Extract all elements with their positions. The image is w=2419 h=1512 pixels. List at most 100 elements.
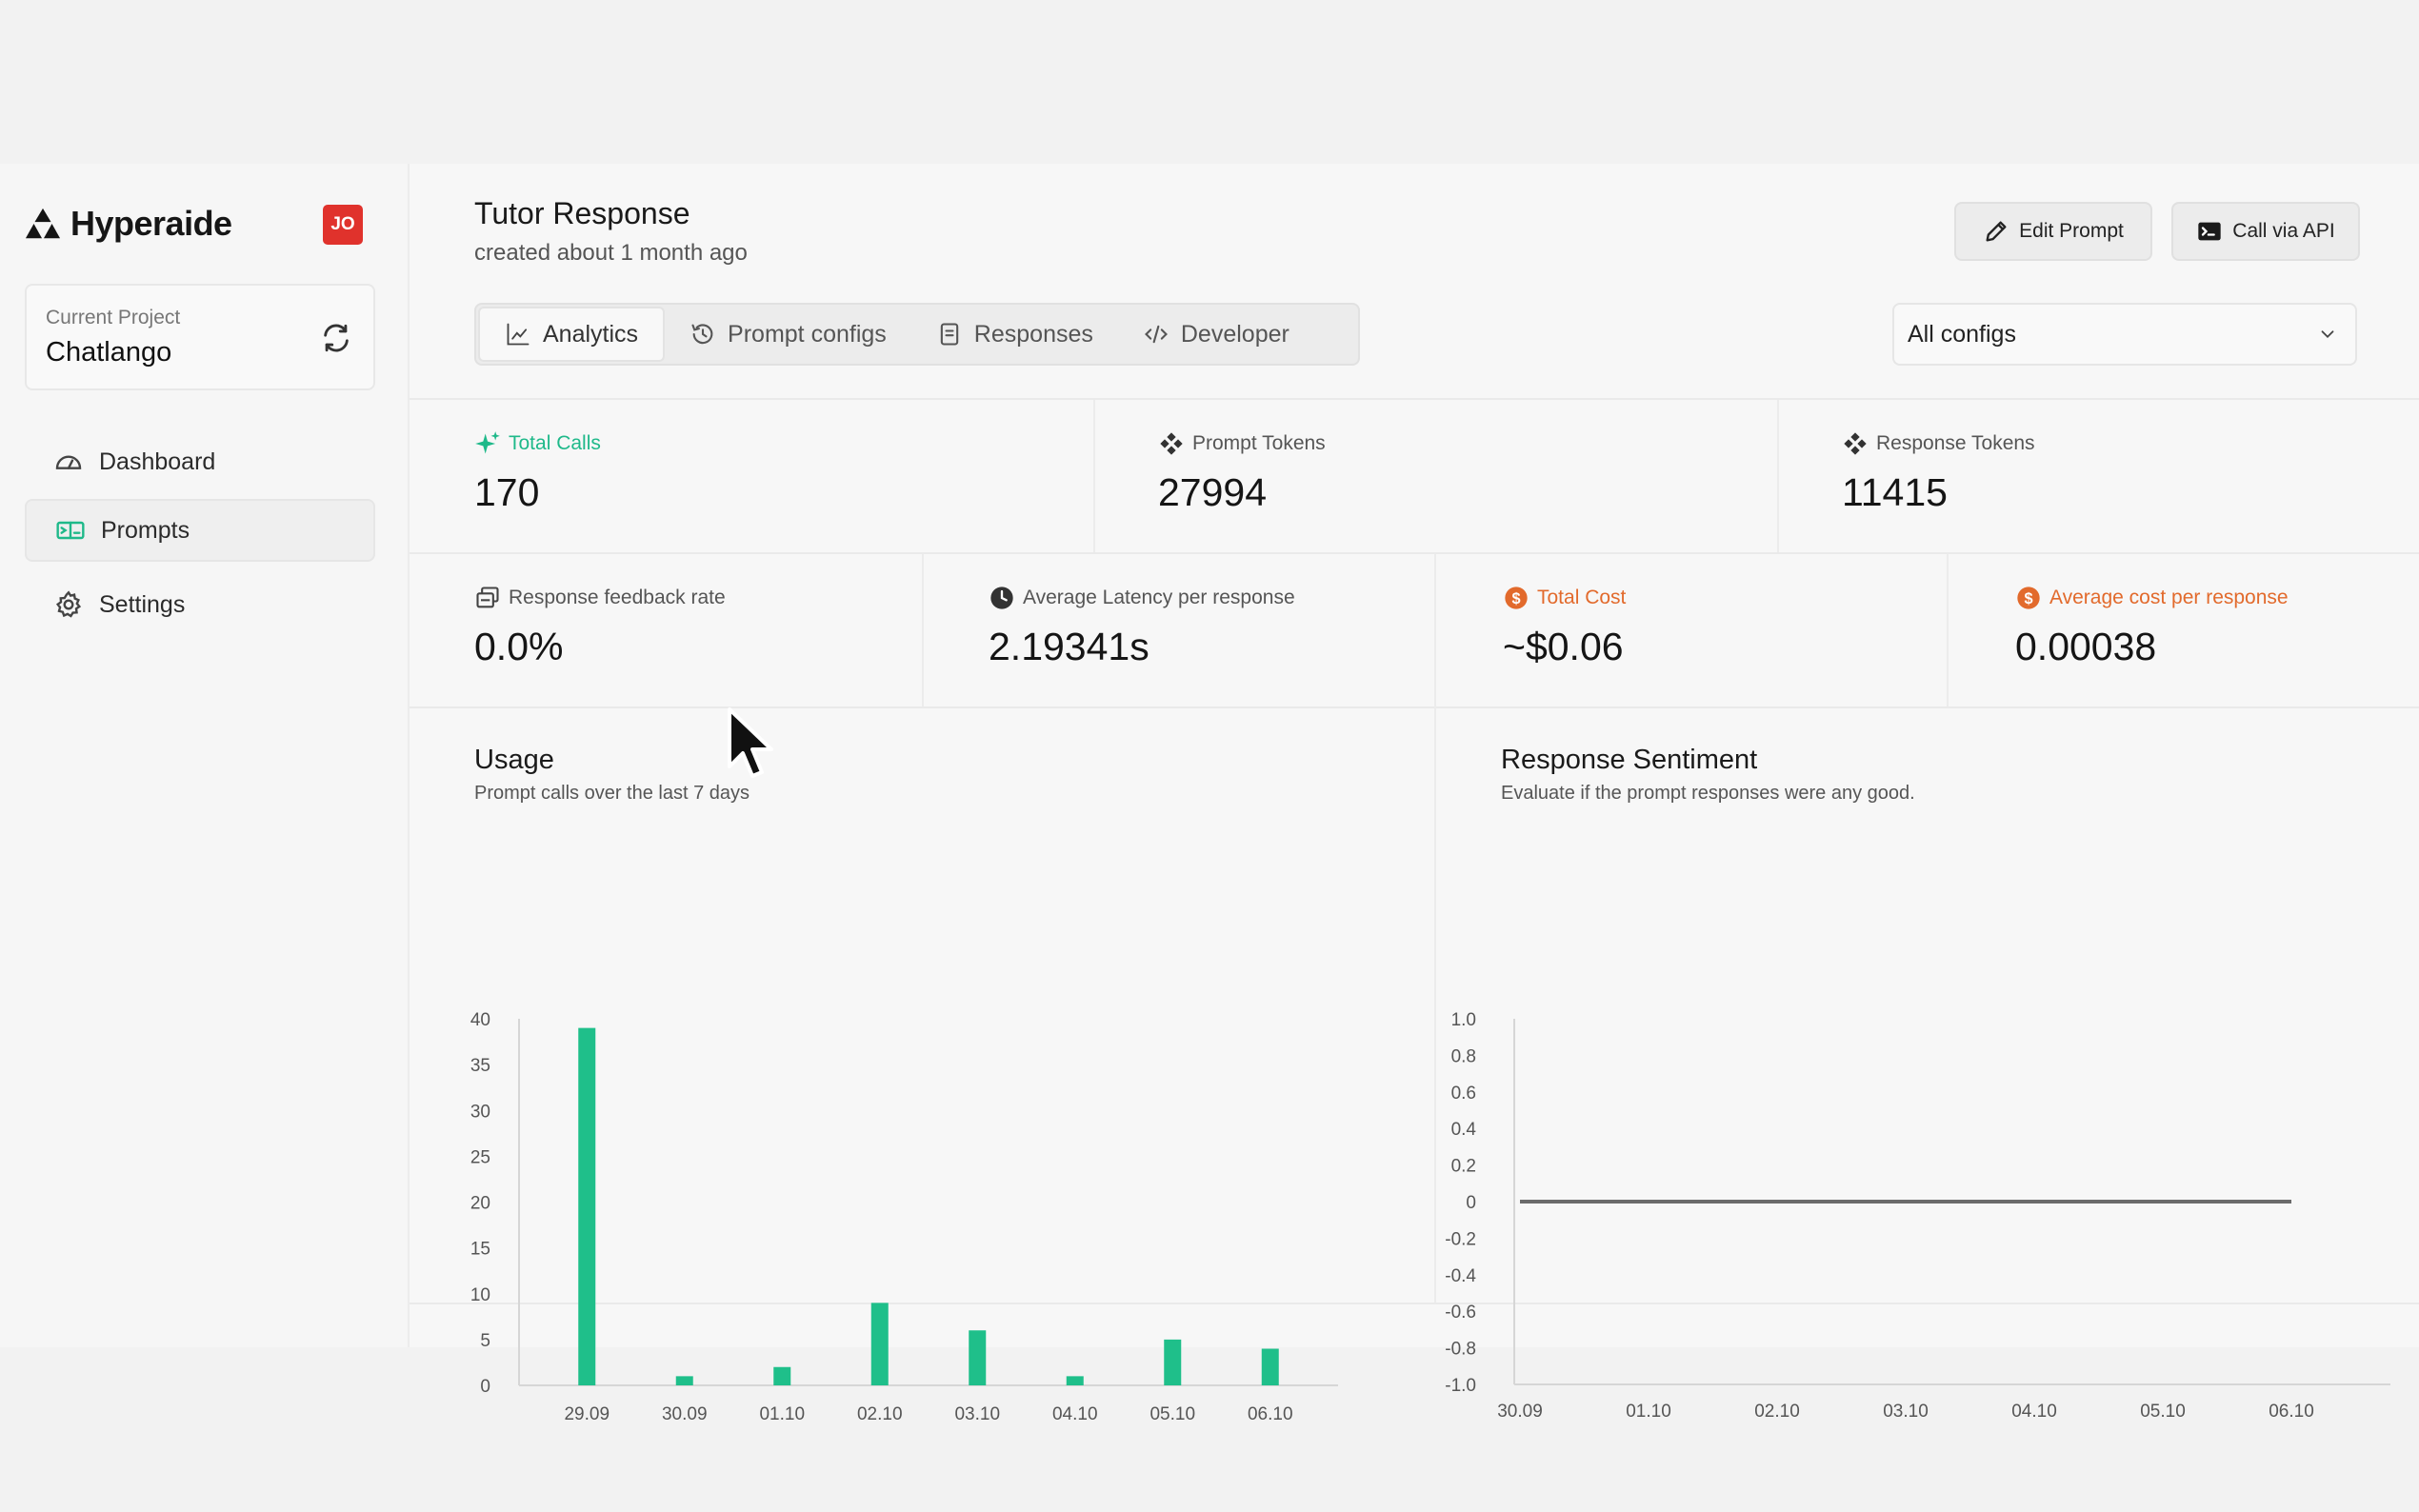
usage-bar bbox=[969, 1330, 987, 1385]
sentiment-chart-subtitle: Evaluate if the prompt responses were an… bbox=[1501, 783, 1915, 804]
divider bbox=[410, 1303, 2419, 1304]
divider bbox=[1093, 400, 1095, 552]
prompts-icon bbox=[56, 521, 85, 540]
gear-icon bbox=[55, 590, 82, 618]
usage-bar bbox=[675, 1376, 693, 1385]
stat-label: Response Tokens bbox=[1876, 432, 2035, 454]
x-tick-label: 05.10 bbox=[2140, 1402, 2186, 1422]
y-tick-label: 0 bbox=[1466, 1193, 1476, 1213]
edit-prompt-button[interactable]: Edit Prompt bbox=[1954, 202, 2152, 261]
stat-value: 27994 bbox=[1158, 470, 1268, 514]
stat-average-cost: $ Average cost per response 0.00038 bbox=[2015, 585, 2289, 669]
stat-average-latency: Average Latency per response 2.19341s bbox=[989, 585, 1295, 669]
chart-icon bbox=[507, 323, 530, 346]
divider bbox=[1777, 400, 1779, 552]
sidebar-item-settings[interactable]: Settings bbox=[25, 573, 375, 636]
tab-analytics[interactable]: Analytics bbox=[478, 307, 666, 362]
x-tick-label: 06.10 bbox=[1248, 1404, 1293, 1424]
sidebar-item-dashboard[interactable]: Dashboard bbox=[25, 430, 375, 493]
edit-prompt-label: Edit Prompt bbox=[2019, 220, 2124, 242]
x-tick-label: 29.09 bbox=[564, 1404, 610, 1424]
terminal-icon bbox=[2198, 222, 2221, 241]
brand-name: Hyperaide bbox=[70, 204, 232, 243]
tab-bar: Analytics Prompt configs Responses Devel… bbox=[474, 303, 1360, 366]
code-icon bbox=[1144, 325, 1168, 344]
dashboard-icon bbox=[55, 455, 82, 469]
stat-label: Average cost per response bbox=[2049, 587, 2289, 608]
x-tick-label: 30.09 bbox=[1497, 1402, 1543, 1422]
y-tick-label: 0.4 bbox=[1451, 1120, 1477, 1140]
stat-value: 170 bbox=[474, 470, 540, 514]
dollar-coin-icon: $ bbox=[1505, 587, 1528, 609]
x-tick-label: 01.10 bbox=[759, 1404, 805, 1424]
stat-prompt-tokens: Prompt Tokens 27994 bbox=[1158, 430, 1326, 515]
y-tick-label: 10 bbox=[470, 1285, 490, 1305]
stat-value: 2.19341s bbox=[989, 625, 1150, 668]
divider bbox=[1434, 554, 1436, 1303]
x-tick-label: 04.10 bbox=[1052, 1404, 1098, 1424]
usage-bar bbox=[870, 1303, 889, 1385]
stat-response-tokens: Response Tokens 11415 bbox=[1842, 430, 2035, 515]
config-select[interactable]: All configs bbox=[1892, 303, 2357, 366]
divider bbox=[410, 398, 2419, 400]
tokens-icon bbox=[1844, 432, 1867, 455]
dollar-coin-icon: $ bbox=[2017, 587, 2040, 609]
usage-bar bbox=[1066, 1376, 1084, 1385]
stat-label: Prompt Tokens bbox=[1192, 432, 1326, 454]
divider bbox=[410, 706, 2419, 708]
tab-label: Prompt configs bbox=[728, 320, 887, 348]
sidebar-item-label: Settings bbox=[99, 590, 186, 618]
main-content: Tutor Response created about 1 month ago… bbox=[410, 164, 2419, 1424]
stat-feedback-rate: Response feedback rate 0.0% bbox=[474, 585, 726, 669]
stat-label: Total Cost bbox=[1537, 587, 1627, 608]
x-tick-label: 03.10 bbox=[1883, 1402, 1929, 1422]
usage-chart-title: Usage bbox=[474, 745, 554, 775]
sentiment-chart-title: Response Sentiment bbox=[1501, 745, 1758, 775]
sidebar-item-prompts[interactable]: Prompts bbox=[25, 499, 375, 562]
x-tick-label: 30.09 bbox=[662, 1404, 708, 1424]
y-tick-label: 30 bbox=[470, 1102, 490, 1122]
usage-chart-subtitle: Prompt calls over the last 7 days bbox=[474, 783, 750, 804]
edit-icon bbox=[1986, 221, 2007, 242]
tab-developer[interactable]: Developer bbox=[1118, 307, 1314, 362]
y-tick-label: 20 bbox=[470, 1194, 490, 1214]
page-subtitle: created about 1 month ago bbox=[474, 240, 748, 266]
y-tick-label: -0.8 bbox=[1445, 1340, 1476, 1360]
refresh-icon[interactable] bbox=[320, 322, 352, 354]
stat-label: Average Latency per response bbox=[1023, 587, 1295, 608]
x-tick-label: 04.10 bbox=[2011, 1402, 2057, 1422]
stat-label: Total Calls bbox=[509, 432, 601, 454]
feedback-icon bbox=[476, 587, 499, 608]
tab-prompt-configs[interactable]: Prompt configs bbox=[665, 307, 911, 362]
svg-text:$: $ bbox=[2024, 590, 2032, 607]
document-icon bbox=[940, 323, 959, 346]
avatar[interactable]: JO bbox=[323, 205, 363, 245]
call-via-api-button[interactable]: Call via API bbox=[2171, 202, 2360, 261]
brand[interactable]: Hyperaide bbox=[25, 204, 232, 244]
hyperaide-logo-icon bbox=[25, 208, 61, 239]
usage-bar-chart: 0 5 10 15 20 25 30 35 40 29.09 30.09 01.10 02.10 03.1… bbox=[470, 1010, 1338, 1424]
divider bbox=[410, 552, 2419, 554]
stat-label: Response feedback rate bbox=[509, 587, 726, 608]
mouse-cursor-icon bbox=[728, 707, 773, 778]
y-tick-label: 15 bbox=[470, 1240, 490, 1260]
x-tick-label: 06.10 bbox=[2269, 1402, 2314, 1422]
x-tick-label: 02.10 bbox=[857, 1404, 903, 1424]
clock-icon bbox=[990, 587, 1013, 609]
x-tick-label: 02.10 bbox=[1754, 1402, 1800, 1422]
sidebar-item-label: Dashboard bbox=[99, 448, 216, 475]
stat-value: 0.0% bbox=[474, 625, 564, 668]
history-icon bbox=[691, 324, 713, 345]
tab-responses[interactable]: Responses bbox=[911, 307, 1118, 362]
tab-label: Analytics bbox=[543, 320, 639, 348]
x-tick-label: 03.10 bbox=[954, 1404, 1000, 1424]
usage-bar bbox=[773, 1366, 791, 1385]
sidebar: Hyperaide JO Current Project Chatlango D… bbox=[0, 164, 410, 1347]
stat-value: 11415 bbox=[1842, 470, 1948, 514]
current-project-card[interactable]: Current Project Chatlango bbox=[25, 284, 375, 390]
y-tick-label: -0.6 bbox=[1445, 1303, 1476, 1323]
y-tick-label: 25 bbox=[470, 1147, 490, 1167]
sparkle-icon bbox=[475, 431, 500, 454]
stat-value: ~$0.06 bbox=[1503, 625, 1624, 668]
divider bbox=[1947, 554, 1949, 706]
